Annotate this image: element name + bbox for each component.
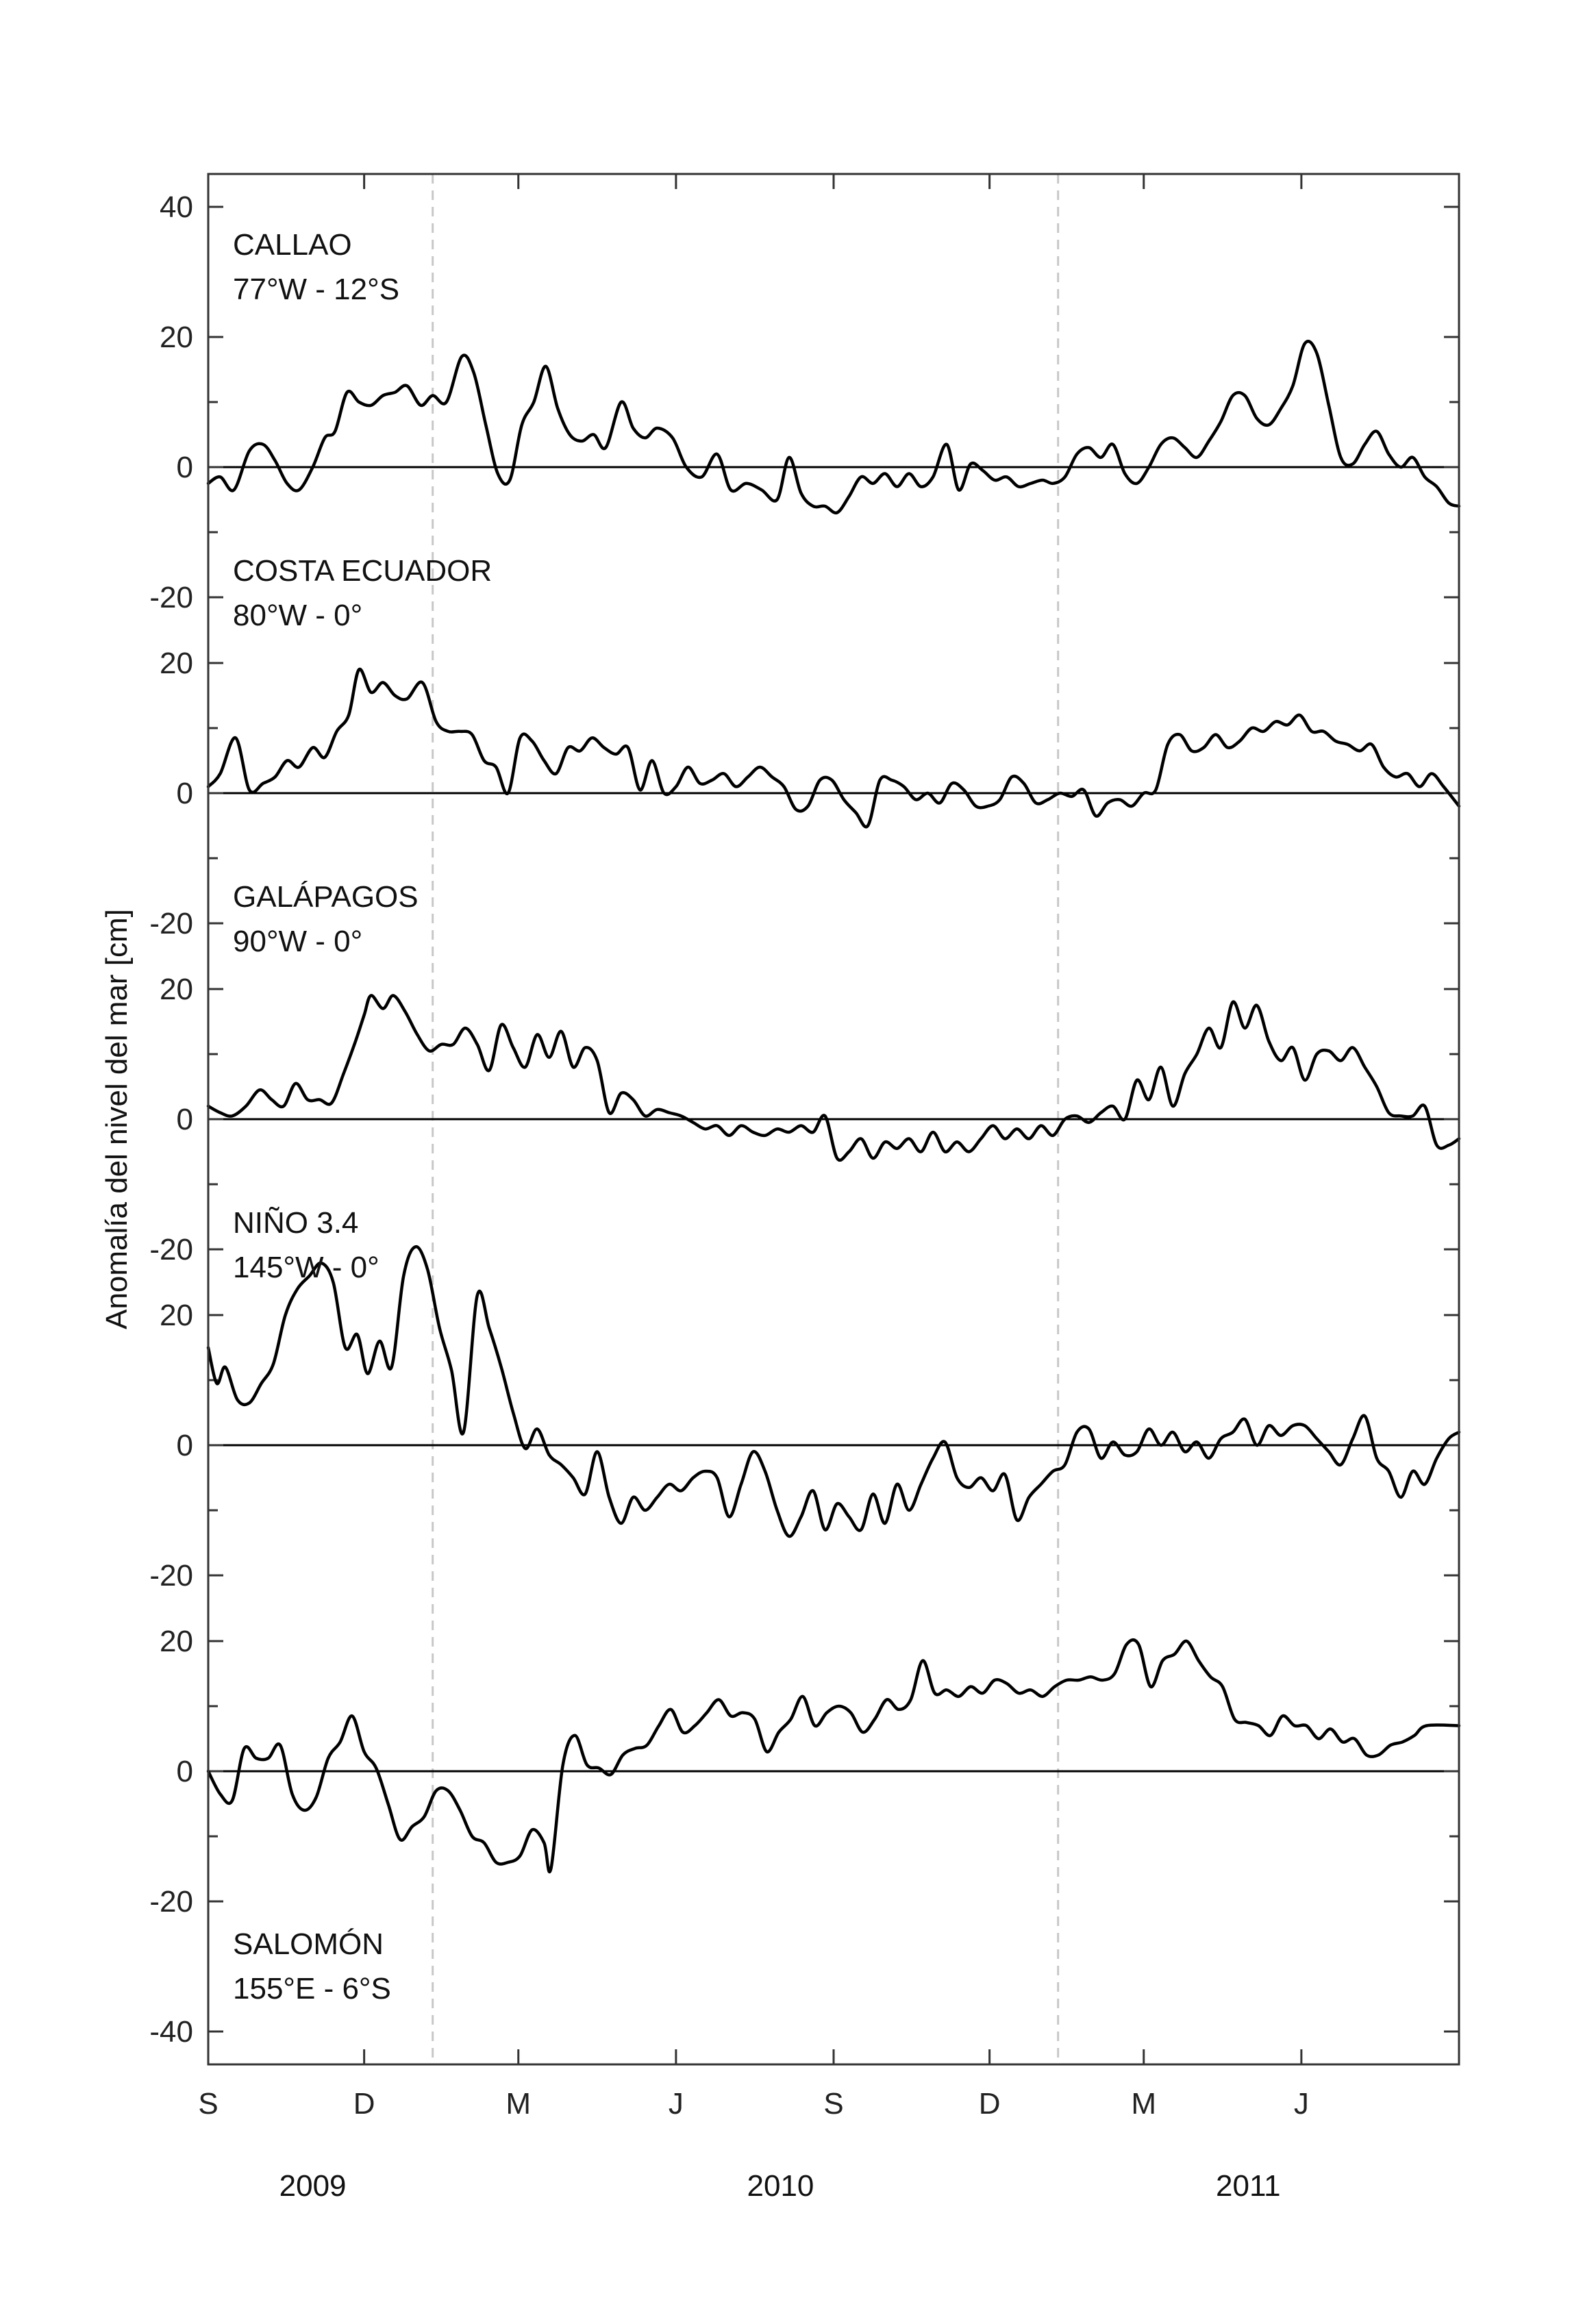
panel-coords: 145°W - 0° (233, 1251, 379, 1284)
y-tick-label: 20 (160, 1625, 193, 1658)
y-tick-label: 40 (160, 190, 193, 224)
x-tick-label: M (506, 2087, 531, 2121)
panel-coords: 90°W - 0° (233, 925, 362, 958)
y-tick-label: 0 (177, 1429, 193, 1462)
series-line-0 (206, 340, 1461, 515)
x-tick-label: D (979, 2087, 1001, 2121)
x-axis: S D M J S D M J 2009 2010 2011 (198, 174, 1309, 2203)
panel-name: COSTA ECUADOR (233, 554, 492, 588)
year-label: 2009 (279, 2169, 347, 2203)
series-line-1 (206, 667, 1461, 829)
year-label: 2011 (1216, 2169, 1281, 2203)
y-tick-label: 20 (160, 647, 193, 680)
x-tick-label: M (1131, 2087, 1156, 2121)
x-tick-label: S (198, 2087, 218, 2121)
panel-2: 20 0 -20 GALÁPAGOS 90°W - 0° (149, 880, 1461, 1266)
y-tick-label: 20 (160, 973, 193, 1006)
year-label: 2010 (747, 2169, 814, 2203)
panel-4: 20 0 -20 -40 SALOMÓN 155°E - 6°S (149, 1625, 1461, 2049)
series-line-4 (206, 1638, 1461, 1873)
y-tick-label: 20 (160, 321, 193, 354)
panel-name: NIÑO 3.4 (233, 1205, 358, 1240)
x-tick-label: J (1294, 2087, 1309, 2121)
panel-1: 20 0 -20 COSTA ECUADOR 80°W - 0° (149, 554, 1461, 940)
y-tick-label: 0 (177, 777, 193, 810)
y-axis-label: Anomalía del nivel del mar [cm] (100, 909, 134, 1329)
panel-name: SALOMÓN (233, 1927, 384, 1961)
panel-name: GALÁPAGOS (233, 880, 419, 914)
y-tick-label: -40 (149, 2015, 193, 2049)
y-tick-label: -20 (149, 1233, 193, 1266)
y-tick-label: -20 (149, 1885, 193, 1918)
y-tick-label: 20 (160, 1299, 193, 1332)
y-tick-label: 0 (177, 451, 193, 484)
x-tick-label: D (353, 2087, 375, 2121)
y-tick-label: 0 (177, 1755, 193, 1788)
panel-0: 40 20 0 -20 CALLAO 77°W - 12°S (149, 190, 1461, 614)
panel-3: 20 0 -20 NIÑO 3.4 145°W - 0° (149, 1205, 1461, 1592)
x-tick-label: J (669, 2087, 684, 2121)
panel-coords: 80°W - 0° (233, 599, 362, 632)
series-line-3 (206, 1245, 1461, 1538)
panel-coords: 77°W - 12°S (233, 273, 399, 306)
panels-layer: 40 20 0 -20 CALLAO 77°W - 12°S 20 0 -20 COSTA ECU… (149, 174, 1461, 2064)
y-tick-label: -20 (149, 907, 193, 940)
x-tick-label: S (823, 2087, 843, 2121)
y-tick-label: -20 (149, 1559, 193, 1592)
y-tick-label: 0 (177, 1103, 193, 1136)
panel-name: CALLAO (233, 228, 352, 262)
panel-coords: 155°E - 6°S (233, 1972, 391, 2005)
series-line-2 (206, 994, 1461, 1162)
y-tick-label: -20 (149, 581, 193, 614)
